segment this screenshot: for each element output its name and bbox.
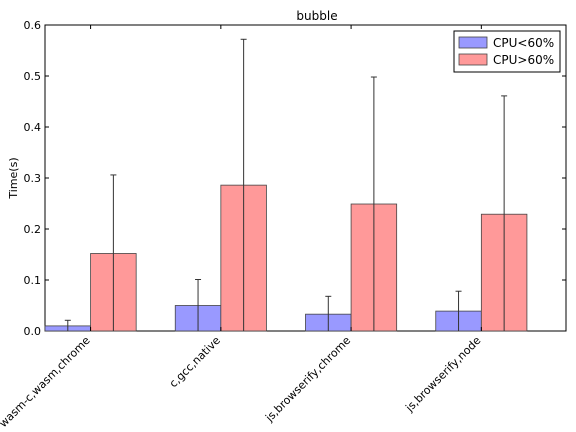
- x-tick-label: c,gcc,native: [167, 334, 223, 390]
- legend-swatch: [458, 53, 488, 66]
- y-tick-label: 0.4: [24, 121, 42, 134]
- y-tick-label: 0.6: [24, 19, 42, 32]
- x-tick-label: wasm-c,wasm,chrome: [0, 334, 93, 430]
- legend-swatch: [458, 36, 488, 49]
- y-tick-label: 0.5: [24, 70, 42, 83]
- plot-area: 0.0 0.1 0.2 0.3 0.4 0.5 0.6 wasm-c,wasm,chrome c…: [0, 19, 567, 430]
- y-axis-label: Time(s): [7, 157, 20, 199]
- x-tick-label: js,browserify,chrome: [262, 334, 353, 425]
- legend-label: CPU>60%: [493, 53, 554, 67]
- legend: CPU<60% CPU>60%: [453, 30, 561, 73]
- y-tick-label: 0.1: [24, 274, 42, 287]
- y-tick-label: 0.3: [24, 172, 42, 185]
- y-tick-label: 0.2: [24, 223, 42, 236]
- x-tick-label: js,browserify,node: [402, 334, 483, 415]
- legend-label: CPU<60%: [493, 36, 554, 50]
- chart-title: bubble: [296, 9, 337, 23]
- y-tick-label: 0.0: [24, 325, 42, 338]
